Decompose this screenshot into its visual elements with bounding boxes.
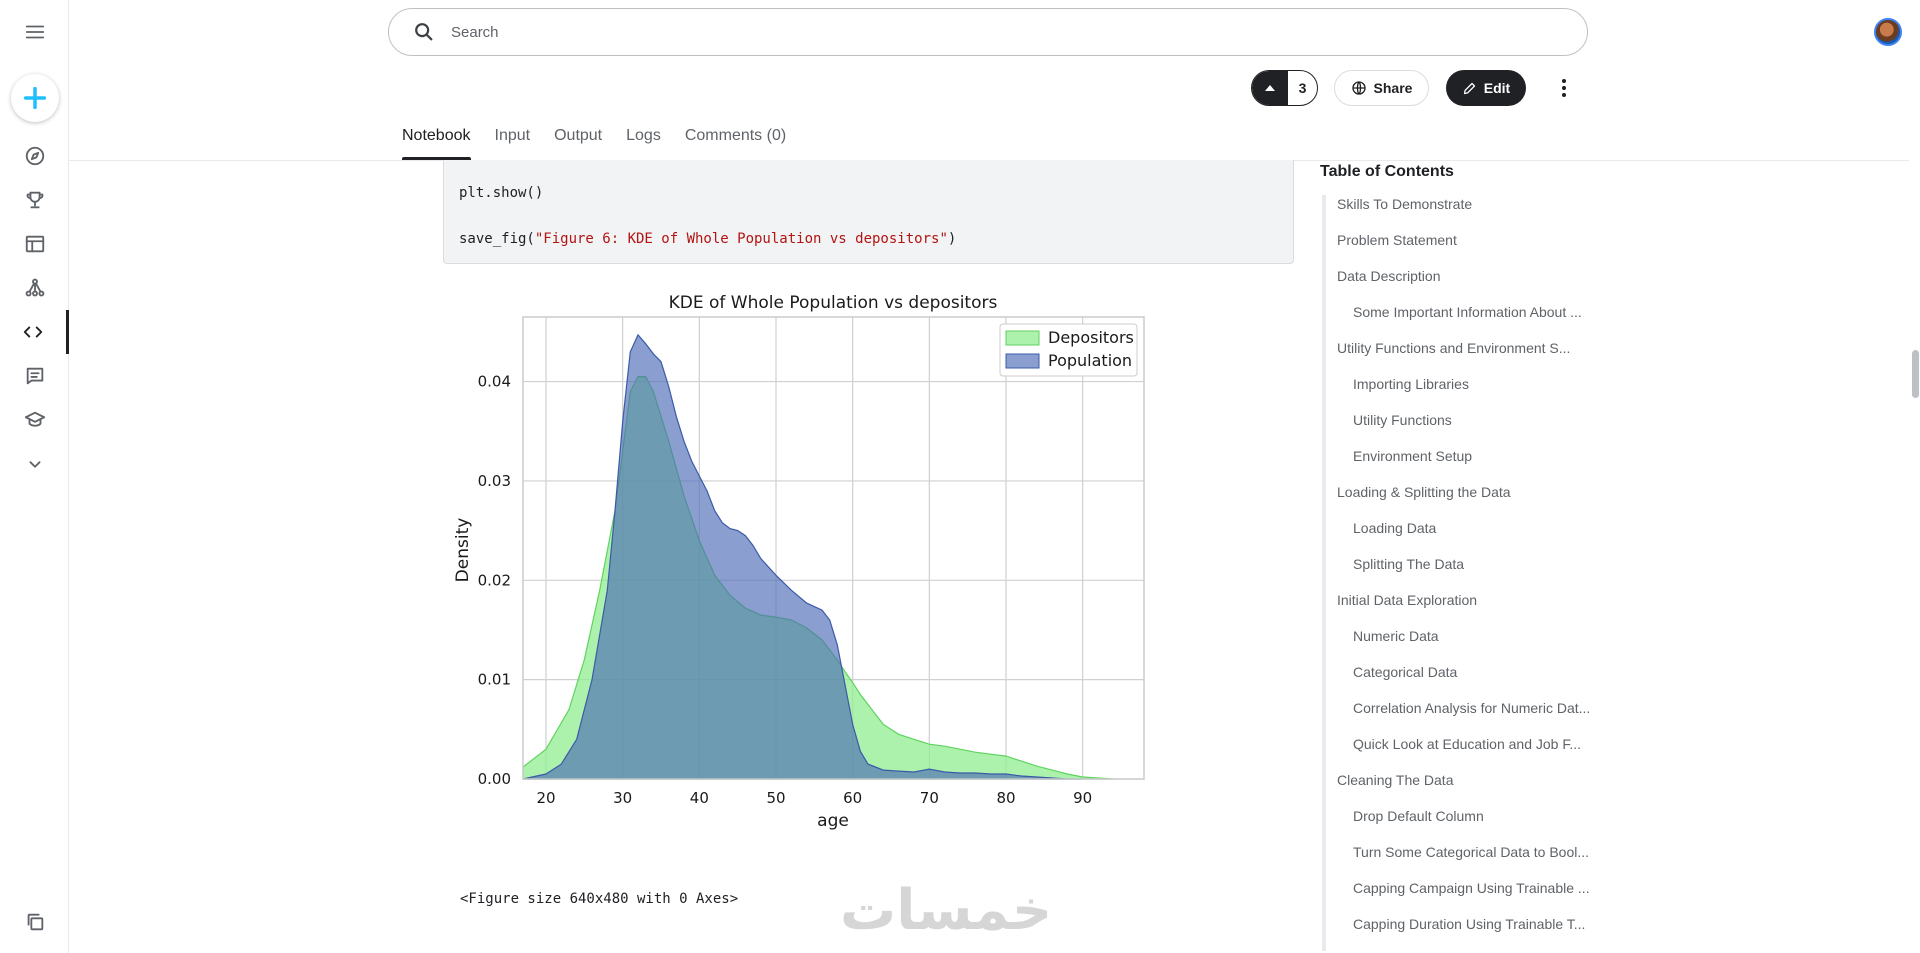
table-icon[interactable] (0, 222, 69, 266)
toc-item[interactable]: Categorical Data (1353, 664, 1458, 680)
toc-item[interactable]: Splitting The Data (1353, 556, 1465, 572)
toc-item[interactable]: Data Description (1337, 268, 1441, 284)
toc-item[interactable]: Utility Functions (1353, 412, 1452, 428)
menu-icon[interactable] (0, 10, 69, 54)
search-bar[interactable] (388, 8, 1588, 56)
x-axis-label: age (817, 811, 849, 831)
scrollbar-thumb[interactable] (1912, 350, 1919, 398)
chart-areas (522, 333, 1114, 780)
code-function: save_fig( (459, 231, 535, 247)
code-icon[interactable] (0, 310, 69, 354)
toc-item[interactable]: Utility Functions and Environment S... (1337, 340, 1571, 356)
plot-frame (522, 316, 1145, 780)
toc-item[interactable]: Problem Statement (1337, 232, 1457, 248)
toc-item[interactable]: Quick Look at Education and Job F... (1353, 736, 1582, 752)
vote-count: 3 (1298, 80, 1307, 96)
x-tick-label: 60 (843, 789, 862, 807)
tab-comments[interactable]: Comments (0) (684, 127, 787, 144)
code-cell[interactable]: plt.show() save_fig("Figure 6: KDE of Wh… (443, 160, 1294, 264)
upvote-arrow-icon[interactable] (1252, 71, 1288, 105)
copy-icon[interactable] (0, 900, 69, 944)
compass-icon[interactable] (0, 134, 69, 178)
watermark-logo: خمسات (840, 878, 1053, 943)
code-paren: ) (947, 231, 957, 247)
learn-icon[interactable] (0, 398, 69, 442)
comments-icon[interactable] (0, 354, 69, 398)
table-of-contents: Table of Contents Skills To Demonstrate P… (1320, 163, 1590, 951)
tab-output[interactable]: Output (554, 127, 603, 144)
toc-item[interactable]: Loading & Splitting the Data (1337, 484, 1511, 500)
tab-logs[interactable]: Logs (626, 127, 661, 144)
toc-title: Table of Contents (1320, 163, 1454, 180)
x-tick-label: 20 (536, 789, 555, 807)
code-line: plt.show() (459, 185, 544, 201)
upvote-button[interactable]: 3 (1251, 70, 1318, 106)
toc-list: Skills To Demonstrate Problem Statement Da… (1322, 195, 1590, 951)
legend-label-population: Population (1048, 351, 1132, 370)
toc-item[interactable]: Capping Duration Using Trainable T... (1353, 916, 1586, 932)
legend-swatch-population (1005, 353, 1040, 369)
share-button[interactable]: Share (1334, 70, 1429, 106)
edit-label: Edit (1483, 80, 1511, 96)
legend-swatch-depositors (1005, 330, 1040, 346)
plus-icon (23, 86, 47, 110)
code-string: "Figure 6: KDE of Whole Population vs de… (534, 231, 948, 247)
trophy-icon[interactable] (0, 178, 69, 222)
y-tick-label: 0.00 (478, 770, 511, 788)
models-icon[interactable] (0, 266, 69, 310)
more-options-icon[interactable] (1550, 70, 1578, 106)
search-icon (415, 23, 433, 41)
share-label: Share (1373, 80, 1413, 96)
x-tick-label: 30 (613, 789, 632, 807)
y-tick-label: 0.04 (478, 373, 511, 391)
edit-button[interactable]: Edit (1446, 70, 1526, 106)
toc-item[interactable]: Initial Data Exploration (1337, 592, 1478, 608)
x-tick-label: 80 (996, 789, 1015, 807)
cell-output-text: <Figure size 640x480 with 0 Axes> (460, 891, 739, 907)
y-tick-label: 0.03 (478, 472, 511, 490)
chevron-down-icon[interactable] (0, 442, 69, 486)
kde-area-population (522, 333, 1083, 780)
x-tick-label: 90 (1073, 789, 1092, 807)
left-sidebar (0, 0, 69, 953)
x-tick-label: 70 (920, 789, 939, 807)
toc-item[interactable]: Importing Libraries (1353, 376, 1469, 392)
x-tick-label: 40 (690, 789, 709, 807)
toc-item[interactable]: Correlation Analysis for Numeric Dat... (1353, 700, 1591, 716)
globe-icon (1351, 81, 1366, 95)
toc-item[interactable]: Cleaning The Data (1337, 772, 1454, 788)
y-axis-label: Density (453, 518, 473, 583)
legend-label-depositors: Depositors (1048, 328, 1134, 347)
code-line: save_fig("Figure 6: KDE of Whole Populat… (459, 228, 1278, 251)
tab-input[interactable]: Input (494, 127, 531, 144)
search-input[interactable] (451, 23, 1451, 41)
toc-item[interactable]: Loading Data (1353, 520, 1437, 536)
chart-legend: Depositors Population (999, 323, 1138, 377)
toc-item[interactable]: Some Important Information About ... (1353, 304, 1582, 320)
toc-item[interactable]: Numeric Data (1353, 628, 1439, 644)
y-tick-label: 0.02 (478, 571, 511, 589)
chart-title: KDE of Whole Population vs depositors (669, 293, 998, 313)
toc-item[interactable]: Capping Campaign Using Trainable ... (1353, 880, 1590, 896)
chart-ticks: 20 30 40 50 60 70 80 90 0.00 0.01 0.02 0.03 0.04 (478, 373, 1093, 807)
notebook-tabs: Notebook Input Output Logs Comments (0) (402, 120, 810, 160)
pencil-icon (1463, 82, 1475, 94)
toc-item[interactable]: Environment Setup (1353, 448, 1473, 464)
create-button[interactable] (11, 74, 59, 122)
avatar[interactable] (1874, 18, 1902, 46)
x-tick-label: 50 (766, 789, 785, 807)
toc-item[interactable]: Turn Some Categorical Data to Bool... (1353, 844, 1590, 860)
toc-item[interactable]: Drop Default Column (1353, 808, 1484, 824)
toc-item[interactable]: Skills To Demonstrate (1337, 196, 1473, 212)
kde-chart: KDE of Whole Population vs depositors 20… (453, 293, 1145, 831)
y-tick-label: 0.01 (478, 671, 511, 689)
tab-notebook[interactable]: Notebook (402, 120, 471, 160)
